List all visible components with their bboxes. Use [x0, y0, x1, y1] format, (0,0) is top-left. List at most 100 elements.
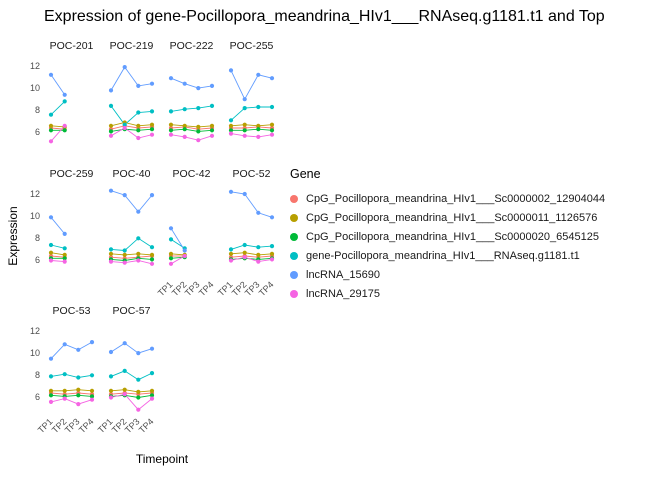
data-point — [62, 123, 67, 128]
data-point — [108, 188, 114, 193]
series-line — [230, 256, 273, 263]
data-point — [256, 210, 261, 215]
data-point — [108, 247, 114, 252]
data-point — [48, 258, 54, 263]
data-point — [196, 86, 201, 91]
data-point — [256, 252, 261, 257]
series-line — [110, 257, 153, 261]
facet-strip-label: POC-42 — [172, 168, 211, 180]
y-tick-label: 10 — [29, 83, 40, 94]
series-line — [110, 66, 153, 91]
legend-item-label: lncRNA_15690 — [306, 268, 380, 281]
data-point — [76, 387, 81, 392]
data-point — [182, 123, 187, 128]
data-point — [76, 402, 81, 407]
series-line — [110, 190, 153, 213]
facet-plot-POC-42 — [168, 226, 187, 266]
data-point — [182, 134, 187, 139]
y-tick-label: 10 — [29, 348, 40, 359]
data-point — [62, 259, 67, 264]
facet-strip-label: POC-255 — [229, 40, 274, 52]
data-point — [242, 133, 247, 138]
data-point — [209, 133, 215, 138]
data-point — [136, 258, 141, 263]
data-point — [149, 388, 155, 393]
facet-strip-label: POC-52 — [232, 168, 271, 180]
data-point — [89, 340, 95, 345]
data-point — [108, 251, 114, 256]
facet-strip-label: POC-57 — [112, 305, 151, 317]
series-line — [110, 392, 153, 395]
data-point — [242, 128, 247, 133]
legend-key-dot — [290, 251, 298, 260]
data-point — [89, 373, 95, 378]
legend-key-dot — [290, 270, 298, 279]
data-point — [228, 118, 234, 123]
series-line — [170, 128, 213, 132]
series-line — [50, 394, 93, 397]
facet-plot-POC-259 — [48, 215, 67, 264]
data-point — [269, 251, 275, 256]
series-line — [50, 252, 65, 256]
data-point — [62, 342, 67, 347]
data-point — [196, 106, 201, 111]
data-point — [48, 388, 54, 393]
data-point — [149, 346, 155, 351]
legend-item: CpG_Pocillopora_meandrina_HIv1___Sc00000… — [290, 227, 605, 246]
series-line — [230, 124, 273, 127]
series-line — [110, 389, 153, 393]
legend-item: lncRNA_29175 — [290, 284, 605, 303]
series-line — [231, 128, 273, 131]
series-line — [230, 133, 273, 138]
legend: Gene CpG_Pocillopora_meandrina_HIv1___Sc… — [290, 167, 605, 303]
data-point — [108, 123, 114, 128]
data-point — [256, 127, 261, 132]
data-point — [182, 248, 187, 253]
data-point — [242, 191, 247, 197]
data-point — [122, 368, 127, 373]
series-line — [110, 370, 153, 381]
facet-strip-label: POC-201 — [49, 40, 94, 52]
facet-plot-POC-222 — [168, 76, 215, 143]
data-point — [122, 392, 127, 397]
data-point — [242, 250, 247, 255]
legend-key-dot — [290, 289, 298, 298]
series-line — [110, 342, 153, 354]
y-tick-label: 8 — [34, 105, 40, 116]
facet-plot-POC-53 — [48, 340, 95, 407]
data-point — [228, 258, 234, 263]
data-point — [168, 109, 174, 114]
y-tick-label: 6 — [34, 392, 40, 403]
facet-strip-label: POC-222 — [169, 40, 214, 52]
data-point — [209, 123, 215, 128]
data-point — [242, 255, 247, 260]
data-point — [168, 237, 174, 242]
series-line — [50, 101, 66, 116]
series-line — [170, 253, 185, 256]
series-line — [170, 77, 213, 89]
data-point — [168, 128, 174, 133]
data-point — [209, 83, 215, 88]
facet-strip-label: POC-53 — [52, 305, 91, 317]
legend-item: CpG_Pocillopora_meandrina_HIv1___Sc00000… — [290, 189, 605, 208]
data-point — [168, 251, 174, 256]
data-point — [136, 128, 141, 133]
data-point — [209, 103, 215, 108]
y-tick-label: 12 — [29, 325, 40, 336]
series-line — [50, 341, 93, 360]
series-line — [170, 105, 213, 112]
data-point — [228, 68, 234, 73]
series-line — [50, 392, 93, 395]
data-point — [168, 122, 174, 127]
legend-item: CpG_Pocillopora_meandrina_HIv1___Sc00000… — [290, 208, 605, 227]
data-point — [228, 131, 234, 136]
data-point — [269, 257, 275, 262]
data-point — [108, 133, 114, 138]
data-point — [122, 65, 127, 70]
data-point — [269, 104, 275, 110]
data-point — [196, 124, 201, 129]
data-point — [168, 132, 174, 137]
data-point — [48, 374, 54, 379]
facet-plot-POC-255 — [228, 68, 275, 139]
y-tick-label: 6 — [34, 127, 40, 138]
